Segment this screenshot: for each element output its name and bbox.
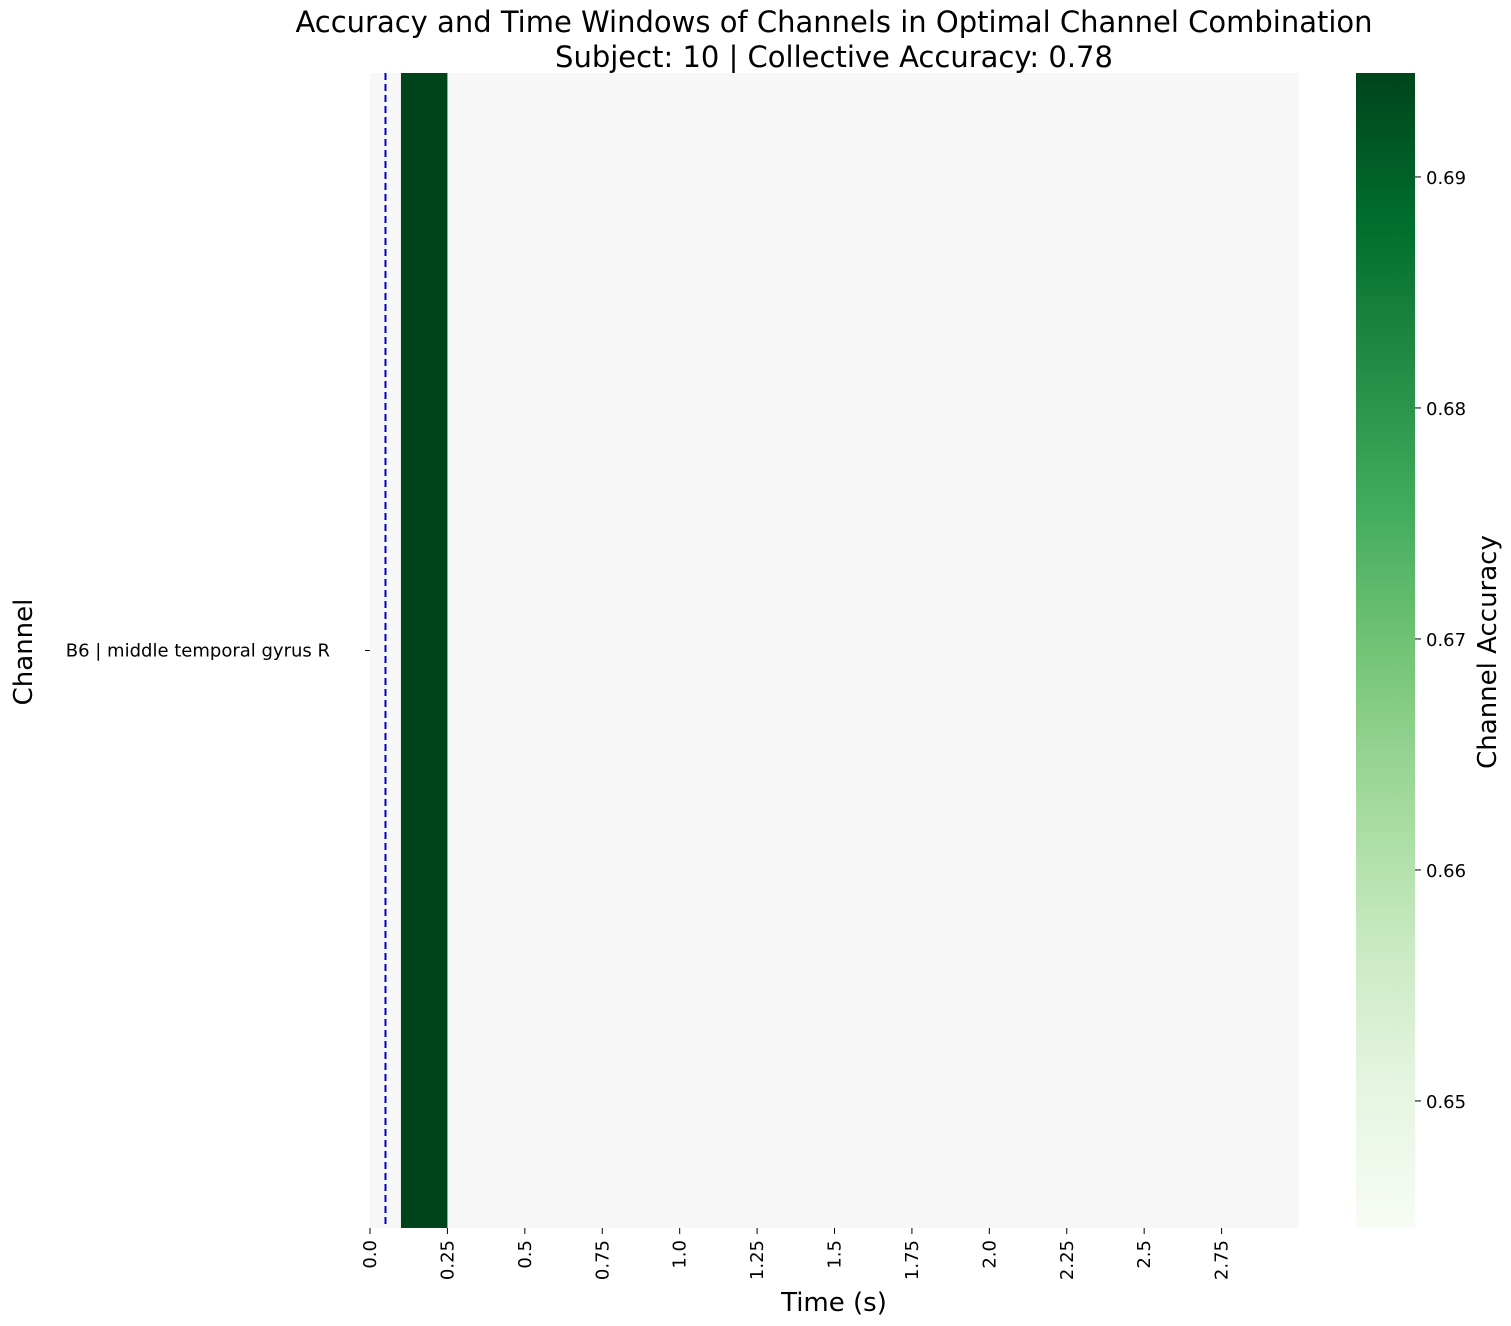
y-axis: B6 | middle temporal gyrus R xyxy=(66,641,370,662)
plot-background xyxy=(370,73,1299,1228)
x-tick-label: 1.0 xyxy=(670,1240,691,1269)
heatmap-cell xyxy=(400,73,448,1228)
y-axis-label: Channel xyxy=(9,599,39,706)
colorbar xyxy=(1356,73,1415,1228)
chart-subtitle: Subject: 10 | Collective Accuracy: 0.78 xyxy=(555,40,1113,74)
colorbar-tick-label: 0.65 xyxy=(1426,1092,1466,1113)
x-tick-label: 1.5 xyxy=(825,1240,846,1269)
plot-area xyxy=(370,73,1299,1228)
colorbar-ticks: 0.65 0.66 0.67 0.68 0.69 xyxy=(1415,168,1466,1113)
y-tick-label: B6 | middle temporal gyrus R xyxy=(66,641,330,662)
chart-title: Accuracy and Time Windows of Channels in… xyxy=(295,5,1372,39)
x-tick-label: 2.5 xyxy=(1134,1240,1155,1269)
x-tick-label: 2.75 xyxy=(1212,1240,1233,1280)
x-tick-label: 0.5 xyxy=(515,1240,536,1269)
x-tick-label: 0.75 xyxy=(592,1240,613,1280)
x-axis-label: Time (s) xyxy=(780,1288,887,1318)
x-tick-label: 2.25 xyxy=(1057,1240,1078,1280)
colorbar-gradient xyxy=(1356,73,1415,1228)
x-tick-label: 1.75 xyxy=(902,1240,923,1280)
x-tick-label: 0.0 xyxy=(360,1240,381,1269)
x-axis: 0.0 0.25 0.5 0.75 1.0 1.25 1.5 1.75 2.0 2.25 2.5 2.… xyxy=(360,1228,1233,1280)
x-tick-label: 2.0 xyxy=(979,1240,1000,1269)
colorbar-tick-label: 0.68 xyxy=(1426,399,1466,420)
colorbar-tick-label: 0.69 xyxy=(1426,168,1466,189)
x-tick-label: 1.25 xyxy=(747,1240,768,1280)
colorbar-tick-label: 0.66 xyxy=(1426,861,1466,882)
colorbar-tick-label: 0.67 xyxy=(1426,630,1466,651)
x-tick-label: 0.25 xyxy=(437,1240,458,1280)
colorbar-label: Channel Accuracy xyxy=(1473,535,1503,769)
